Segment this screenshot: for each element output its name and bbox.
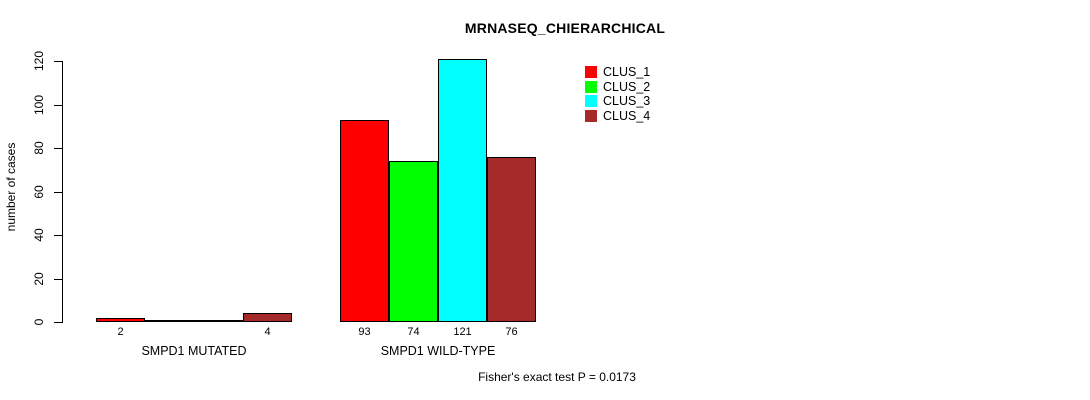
chart-title: MRNASEQ_CHIERARCHICAL [464, 20, 666, 36]
y-tick-label: 40 [32, 228, 46, 242]
y-tick [54, 61, 62, 62]
legend-label: CLUS_2 [603, 80, 651, 94]
bar [438, 59, 487, 322]
y-tick [54, 279, 62, 280]
bar-value-label: 4 [264, 326, 271, 338]
bar [487, 157, 536, 322]
bar-value-label: 2 [117, 326, 124, 338]
legend-swatch [585, 110, 597, 122]
legend-label: CLUS_1 [603, 65, 651, 79]
legend-swatch [585, 95, 597, 107]
y-axis-label: number of cases [4, 142, 18, 232]
annotation-text: Fisher's exact test P = 0.0173 [478, 370, 636, 384]
y-tick [54, 105, 62, 106]
bar [194, 320, 243, 322]
bar-value-label: 93 [358, 326, 371, 338]
bar [96, 318, 145, 322]
legend-swatch [585, 81, 597, 93]
y-axis-line [62, 61, 63, 323]
y-tick-label: 0 [32, 318, 46, 326]
y-tick [54, 322, 62, 323]
legend-label: CLUS_4 [603, 109, 651, 123]
y-tick [54, 235, 62, 236]
legend-swatch [585, 66, 597, 78]
y-tick [54, 192, 62, 193]
bar-value-label: 74 [407, 326, 420, 338]
y-tick-label: 60 [32, 185, 46, 199]
bar [340, 120, 389, 322]
bar [389, 161, 438, 322]
legend-label: CLUS_3 [603, 94, 651, 108]
y-tick-label: 80 [32, 141, 46, 155]
y-tick-label: 100 [32, 94, 46, 116]
bar-value-label: 121 [453, 326, 472, 338]
bar-value-label: 76 [505, 326, 518, 338]
y-tick [54, 148, 62, 149]
group-label: SMPD1 WILD-TYPE [380, 344, 496, 358]
group-label: SMPD1 MUTATED [141, 344, 247, 358]
y-tick-label: 20 [32, 272, 46, 286]
y-tick-label: 120 [32, 50, 46, 72]
bar [145, 320, 194, 322]
bar [243, 313, 292, 322]
